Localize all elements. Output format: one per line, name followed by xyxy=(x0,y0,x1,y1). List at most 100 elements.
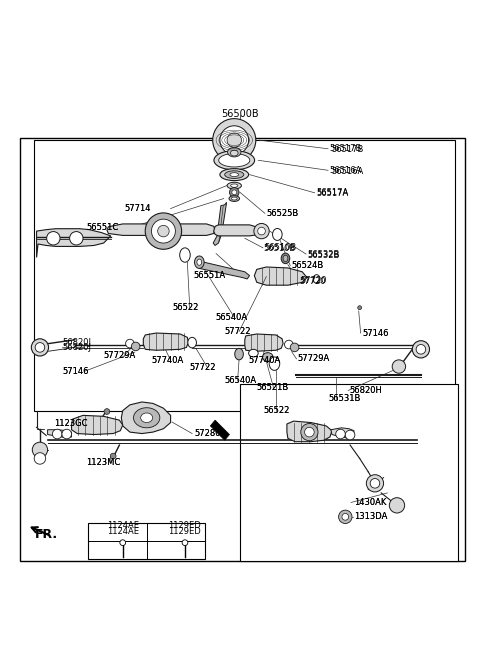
Text: 1124AE: 1124AE xyxy=(107,521,139,530)
Circle shape xyxy=(152,219,175,243)
Ellipse shape xyxy=(281,253,290,264)
Polygon shape xyxy=(144,333,188,350)
Ellipse shape xyxy=(358,306,361,309)
Text: FR.: FR. xyxy=(35,528,58,540)
Text: 57720: 57720 xyxy=(300,277,326,286)
Circle shape xyxy=(301,424,318,441)
Circle shape xyxy=(132,342,140,351)
Ellipse shape xyxy=(214,151,254,170)
Text: 57740A: 57740A xyxy=(152,356,184,365)
Ellipse shape xyxy=(269,357,280,370)
Text: 56820J: 56820J xyxy=(62,343,91,352)
Text: 57722: 57722 xyxy=(225,327,251,336)
Polygon shape xyxy=(210,420,229,440)
Text: 56820J: 56820J xyxy=(62,339,91,347)
Text: 1124AE: 1124AE xyxy=(107,526,139,536)
Text: 57740A: 57740A xyxy=(249,356,281,365)
Text: 1430AK: 1430AK xyxy=(354,498,386,507)
Text: 56540A: 56540A xyxy=(225,376,257,385)
Ellipse shape xyxy=(230,150,238,156)
Circle shape xyxy=(62,430,72,439)
Text: 56524B: 56524B xyxy=(292,261,324,270)
Text: 57729A: 57729A xyxy=(104,351,136,360)
Circle shape xyxy=(52,430,62,439)
Circle shape xyxy=(47,232,60,245)
Text: 1313DA: 1313DA xyxy=(354,512,387,521)
Circle shape xyxy=(227,133,241,148)
Text: 57729A: 57729A xyxy=(104,351,136,360)
Circle shape xyxy=(110,453,116,459)
Text: 56525B: 56525B xyxy=(266,209,299,218)
Text: 56521B: 56521B xyxy=(257,383,289,392)
Ellipse shape xyxy=(313,275,320,283)
Circle shape xyxy=(120,540,126,546)
Circle shape xyxy=(232,190,237,195)
Text: 56532B: 56532B xyxy=(307,250,339,260)
Text: 57722: 57722 xyxy=(190,363,216,372)
Polygon shape xyxy=(213,202,227,245)
Ellipse shape xyxy=(227,182,241,189)
Ellipse shape xyxy=(229,196,240,202)
Text: 56500B: 56500B xyxy=(221,109,259,119)
Text: 57280: 57280 xyxy=(194,429,221,438)
Circle shape xyxy=(342,514,348,520)
Text: 56531B: 56531B xyxy=(328,394,361,403)
Text: 56551C: 56551C xyxy=(86,223,118,232)
Text: 56517B: 56517B xyxy=(331,145,363,154)
Ellipse shape xyxy=(230,173,239,176)
Text: 56540A: 56540A xyxy=(215,313,247,322)
Text: 56522: 56522 xyxy=(172,303,198,312)
Text: 56551C: 56551C xyxy=(86,223,118,232)
Text: 56540A: 56540A xyxy=(225,376,257,385)
Circle shape xyxy=(254,223,269,238)
Text: 1123MC: 1123MC xyxy=(86,458,120,467)
Ellipse shape xyxy=(231,197,237,200)
Text: 56524B: 56524B xyxy=(292,261,324,270)
Ellipse shape xyxy=(133,407,160,428)
Circle shape xyxy=(285,340,293,349)
Bar xyxy=(88,523,205,559)
Ellipse shape xyxy=(197,259,202,265)
Text: 1123GC: 1123GC xyxy=(54,420,88,428)
Polygon shape xyxy=(214,225,262,236)
Polygon shape xyxy=(245,334,283,351)
Ellipse shape xyxy=(235,348,243,360)
Ellipse shape xyxy=(188,337,196,348)
Text: 56540A: 56540A xyxy=(215,313,247,322)
Polygon shape xyxy=(254,267,307,285)
Circle shape xyxy=(182,540,188,546)
Circle shape xyxy=(157,225,169,237)
Text: 56522: 56522 xyxy=(263,406,289,415)
Text: 56521B: 56521B xyxy=(257,383,289,392)
Text: 1430AK: 1430AK xyxy=(354,498,386,507)
Circle shape xyxy=(366,475,384,492)
Text: 56532B: 56532B xyxy=(308,250,340,259)
Text: 56510B: 56510B xyxy=(264,243,297,253)
Text: 57146: 57146 xyxy=(362,329,388,337)
Bar xyxy=(34,140,456,411)
Text: 56551A: 56551A xyxy=(193,271,225,280)
Bar xyxy=(240,384,458,561)
Circle shape xyxy=(229,188,239,197)
Text: 56531B: 56531B xyxy=(328,394,361,403)
Polygon shape xyxy=(72,415,123,434)
Circle shape xyxy=(34,453,46,464)
Circle shape xyxy=(290,343,299,352)
Circle shape xyxy=(126,339,134,348)
Text: 57740A: 57740A xyxy=(152,356,184,365)
Polygon shape xyxy=(48,430,72,438)
Polygon shape xyxy=(121,402,170,434)
Circle shape xyxy=(31,339,48,356)
Text: 57714: 57714 xyxy=(124,204,151,213)
Circle shape xyxy=(412,341,430,358)
Circle shape xyxy=(70,232,83,245)
Text: 1129ED: 1129ED xyxy=(168,521,201,530)
Polygon shape xyxy=(287,421,332,442)
Circle shape xyxy=(336,430,345,439)
Circle shape xyxy=(389,498,405,513)
Circle shape xyxy=(258,227,265,235)
Text: 56510B: 56510B xyxy=(263,244,295,253)
Polygon shape xyxy=(107,224,215,235)
Text: 57729A: 57729A xyxy=(298,355,330,363)
Text: 57146: 57146 xyxy=(362,329,388,337)
